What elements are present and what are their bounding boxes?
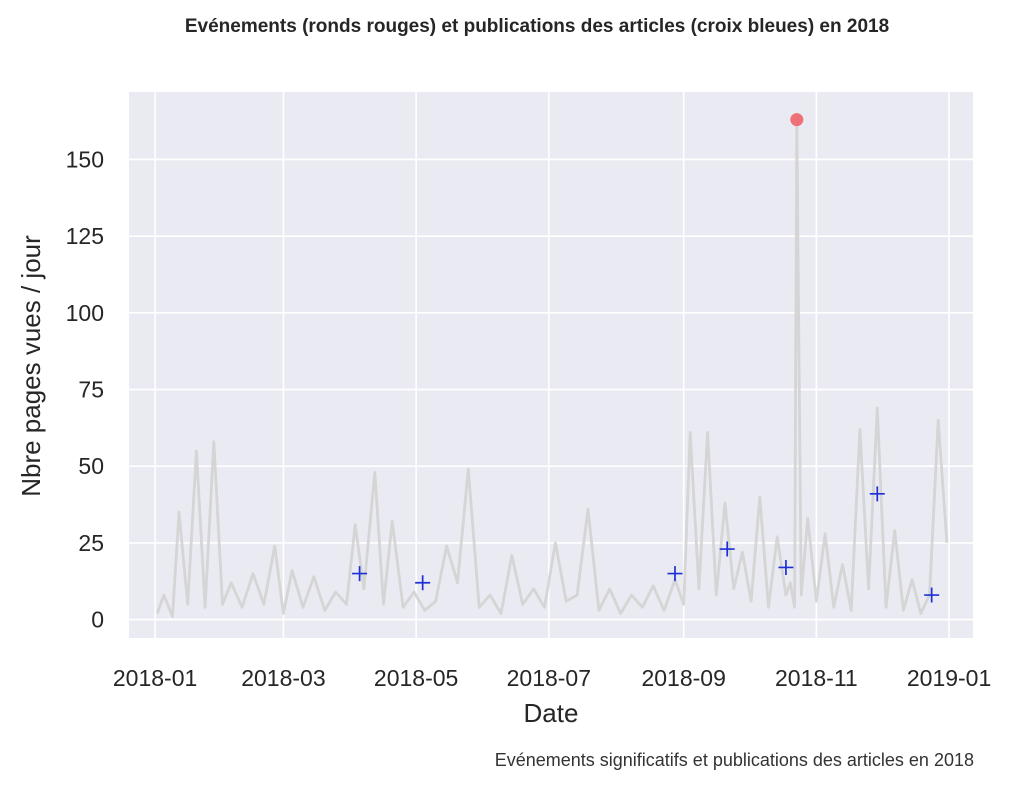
x-tick-label: 2019-01 — [907, 665, 991, 691]
publication-marker — [667, 566, 683, 582]
y-axis-label: Nbre pages vues / jour — [16, 235, 46, 497]
publication-marker — [415, 575, 431, 591]
publication-marker — [869, 486, 885, 502]
plot-background — [129, 92, 973, 638]
y-tick-label: 0 — [91, 607, 104, 633]
tick-labels: 0 25 50 75 100 125 150 2018-01 2018-03 2018-05 201… — [66, 146, 992, 691]
x-tick-label: 2018-09 — [641, 665, 725, 691]
y-tick-label: 75 — [78, 377, 104, 403]
x-tick-label: 2018-11 — [775, 665, 858, 691]
x-tick-label: 2018-05 — [374, 665, 458, 691]
publication-marker — [719, 541, 735, 557]
chart-title: Evénements (ronds rouges) et publication… — [184, 16, 890, 37]
x-tick-label: 2018-07 — [507, 665, 591, 691]
publication-marker — [352, 566, 368, 582]
data-layer — [155, 113, 949, 618]
publication-marker — [778, 559, 794, 575]
chart-caption: Evénements significatifs et publications… — [494, 750, 974, 770]
publication-marker — [924, 587, 940, 603]
page-views-line — [155, 118, 949, 618]
x-axis-label: Date — [524, 698, 579, 728]
y-tick-label: 25 — [78, 530, 104, 556]
y-tick-label: 125 — [66, 223, 104, 249]
x-tick-label: 2018-01 — [113, 665, 197, 691]
y-tick-label: 150 — [66, 146, 104, 172]
grid-lines — [129, 92, 973, 638]
x-tick-label: 2018-03 — [241, 665, 325, 691]
event-marker — [790, 113, 804, 127]
y-tick-label: 50 — [78, 453, 104, 479]
y-tick-label: 100 — [66, 300, 104, 326]
